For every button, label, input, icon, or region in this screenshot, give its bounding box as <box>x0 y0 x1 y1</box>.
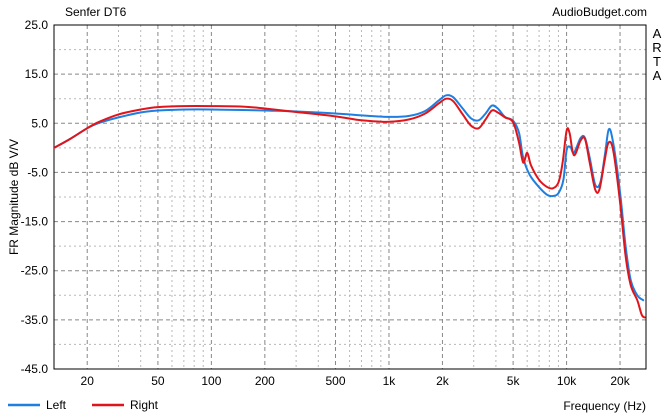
chart-title-left: Senfer DT6 <box>65 5 127 19</box>
y-axis-label: FR Magnitude dB V/V <box>7 139 21 255</box>
side-text-letter: A <box>653 26 662 41</box>
x-tick-label: 100 <box>201 374 221 388</box>
plot-border <box>53 24 647 370</box>
legend-label-right: Right <box>130 398 159 412</box>
y-tick-label: 15.0 <box>25 67 49 81</box>
series-line-right <box>54 97 646 319</box>
y-tick-label: -5.0 <box>27 165 48 179</box>
y-tick-label: -15.0 <box>21 215 49 229</box>
chart-title-right: AudioBudget.com <box>552 5 647 19</box>
x-tick-label: 20 <box>81 374 95 388</box>
legend-label-left: Left <box>46 398 67 412</box>
x-tick-label: 200 <box>255 374 275 388</box>
x-tick-label: 2k <box>436 374 450 388</box>
side-text-letter: A <box>653 68 662 83</box>
x-tick-label: 5k <box>507 374 521 388</box>
side-text-letter: T <box>653 54 661 69</box>
x-tick-label: 20k <box>610 374 630 388</box>
x-tick-label: 1k <box>383 374 397 388</box>
y-tick-label: 25.0 <box>25 18 49 32</box>
y-tick-label: -25.0 <box>21 264 49 278</box>
series-line-left <box>54 94 645 302</box>
y-tick-label: 5.0 <box>31 116 48 130</box>
x-tick-label: 10k <box>557 374 577 388</box>
x-tick-label: 50 <box>151 374 165 388</box>
y-tick-label: -35.0 <box>21 313 49 327</box>
x-axis-label: Frequency (Hz) <box>563 399 646 413</box>
side-text-letter: R <box>652 40 661 55</box>
y-tick-label: -45.0 <box>21 362 49 376</box>
x-tick-label: 500 <box>325 374 345 388</box>
